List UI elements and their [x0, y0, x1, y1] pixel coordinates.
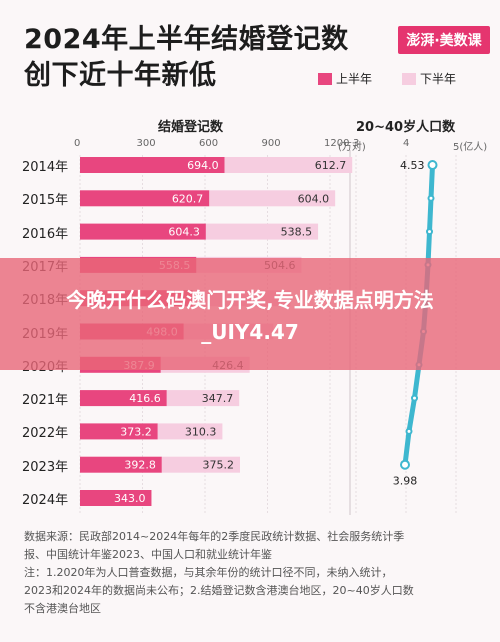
line-axis-tick: 4: [403, 138, 410, 149]
note-line: 不含港澳台地区: [24, 602, 101, 615]
population-point: [405, 427, 413, 435]
bar-label-first-half: 373.2: [120, 425, 152, 438]
bar-axis-tick: 0: [74, 138, 81, 149]
population-start-label: 4.53: [400, 159, 425, 172]
line-axis-tick: 5(亿人): [453, 142, 488, 153]
bar-first-half: [80, 423, 158, 440]
overlay-banner: [0, 258, 500, 370]
bar-label-first-half: 416.6: [129, 392, 161, 405]
bar-first-half: [80, 456, 162, 473]
legend-first-half: 上半年: [318, 70, 372, 87]
title-line-1: 2024年上半年结婚登记数: [24, 24, 349, 55]
legend-label-first-half: 上半年: [336, 72, 373, 86]
bar-label-first-half: 343.0: [114, 492, 146, 505]
bar-label-first-half: 604.3: [168, 226, 200, 239]
bar-second-half: [205, 223, 319, 240]
bar-second-half: [224, 157, 353, 173]
bar-first-half: [80, 390, 167, 407]
bar-axis-tick: 300: [136, 138, 156, 149]
bar-label-second-half: 604.0: [298, 192, 330, 205]
legend-second-half: 下半年: [402, 70, 456, 87]
population-chart-title: 20~40岁人口数: [356, 120, 456, 135]
overlay-banner-text: 今晚开什么码澳门开奖,专业数据点明方法_UIY4.47: [66, 288, 434, 344]
year-label: 2015年: [22, 193, 69, 209]
note-line: 2023和2024年的数据尚未公布；2.结婚登记数含港澳台地区，20~40岁人口…: [24, 584, 414, 597]
bar-second-half: [161, 456, 240, 473]
population-point: [411, 394, 418, 402]
bar-label-second-half: 310.3: [185, 425, 217, 438]
year-label: 2024年: [22, 493, 69, 508]
year-label: 2016年: [22, 226, 69, 242]
page-title: 2024年上半年结婚登记数 创下近十年新低: [24, 22, 349, 94]
bar-first-half: [80, 190, 210, 207]
bar-first-half: [80, 157, 225, 173]
year-label: 2022年: [22, 426, 69, 442]
note-line: 注：1.2020年为人口普查数据，与其余年份的统计口径不同，未纳入统计，: [24, 566, 393, 579]
bar-label-first-half: 392.8: [124, 459, 156, 472]
bar-label-second-half: 375.2: [203, 459, 235, 472]
bar-first-half: [80, 223, 206, 240]
year-label: 2021年: [22, 393, 69, 409]
line-axis-tick: 3: [353, 138, 360, 149]
bar-axis-tick: 1200: [324, 138, 350, 149]
bar-first-half: [80, 490, 152, 506]
bar-label-second-half: 347.7: [202, 392, 234, 405]
marriage-chart-title: 结婚登记数: [158, 120, 224, 135]
legend-swatch-second-half: [402, 72, 416, 85]
population-point: [427, 194, 435, 202]
bar-axis-tick: 600: [199, 138, 219, 149]
bar-second-half: [209, 190, 336, 207]
bar-label-first-half: 694.0: [187, 159, 219, 172]
bar-axis-tick: 900: [261, 138, 281, 149]
year-label: 2023年: [22, 459, 69, 475]
legend-label-second-half: 下半年: [420, 72, 457, 86]
note-line: 数据来源：民政部2014~2024年每年的2季度民政统计数据、社会服务统计季: [24, 530, 405, 543]
brand-logo: 澎湃·美数课: [398, 26, 490, 54]
legend-swatch-first-half: [318, 72, 332, 85]
bar-label-second-half: 612.7: [315, 159, 347, 172]
bar-second-half: [157, 423, 223, 440]
population-end-label: 3.98: [393, 475, 418, 488]
note-line: 报、中国统计年鉴2023、中国人口和就业统计年鉴: [24, 548, 272, 561]
year-label: 2014年: [22, 160, 69, 175]
population-point: [400, 459, 410, 470]
bar-second-half: [166, 390, 240, 407]
bar-axis-unit: (万对): [338, 142, 366, 153]
population-point: [427, 160, 438, 170]
population-point: [426, 228, 433, 236]
title-line-2: 创下近十年新低: [24, 60, 217, 91]
bar-label-second-half: 538.5: [281, 226, 313, 239]
bar-label-first-half: 620.7: [172, 192, 204, 205]
